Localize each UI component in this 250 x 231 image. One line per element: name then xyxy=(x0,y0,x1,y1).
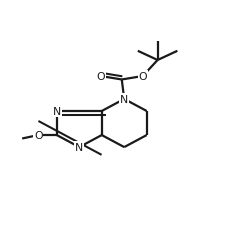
Text: O: O xyxy=(34,131,42,140)
Text: N: N xyxy=(53,106,61,116)
Text: O: O xyxy=(138,72,147,82)
Text: O: O xyxy=(96,72,105,82)
Text: N: N xyxy=(120,94,128,104)
Text: N: N xyxy=(75,143,84,152)
